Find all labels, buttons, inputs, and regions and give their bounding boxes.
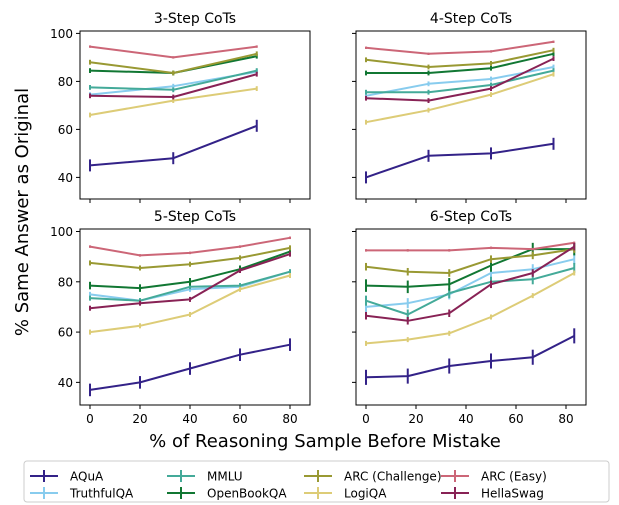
series-aqua — [365, 137, 555, 184]
x-tick-label: 40 — [458, 412, 473, 426]
panel-title: 4-Step CoTs — [430, 11, 512, 27]
series-line — [365, 73, 554, 124]
y-tick-label: 80 — [58, 75, 73, 89]
series-aqua — [89, 119, 258, 172]
legend-entry-mmlu: MMLU — [167, 470, 243, 484]
series-aqua — [365, 328, 576, 385]
panel-title: 6-Step CoTs — [430, 209, 512, 225]
series-arc-easy — [89, 45, 258, 59]
series-hellaswag — [89, 251, 291, 311]
legend-label: ARC (Challenge) — [344, 470, 442, 484]
y-tick-label: 60 — [58, 123, 73, 137]
series-line — [89, 45, 257, 59]
y-tick-label: 100 — [50, 27, 73, 41]
plot-frame — [79, 30, 311, 200]
legend-label: AQuA — [70, 470, 104, 484]
x-axis-label: % of Reasoning Sample Before Mistake — [149, 431, 501, 452]
series-logiqa — [365, 71, 555, 125]
series-line — [365, 272, 575, 345]
y-tick-label: 40 — [58, 171, 73, 185]
legend-label: HellaSwag — [481, 487, 544, 501]
panel-title: 3-Step CoTs — [154, 11, 236, 27]
series-line — [366, 69, 554, 94]
series-line — [365, 40, 554, 55]
series-hellaswag — [365, 56, 555, 103]
legend-entry-truthfulqa: TruthfulQA — [30, 487, 134, 501]
legend-label: LogiQA — [344, 487, 387, 501]
y-tick-label: 80 — [58, 275, 73, 289]
series-line — [365, 142, 554, 179]
panel-2: 4-Step CoTs — [352, 11, 587, 203]
x-tick-label: 0 — [86, 412, 94, 426]
series-hellaswag — [365, 242, 576, 325]
series-arc-easy — [365, 241, 576, 252]
legend: AQuA TruthfulQA MMLU OpenBookQA ARC (Challen… — [23, 460, 610, 503]
x-tick-label: 20 — [408, 412, 423, 426]
series-logiqa — [89, 86, 258, 118]
y-tick-label: 100 — [50, 225, 73, 239]
panel-title: 5-Step CoTs — [154, 209, 236, 225]
series-arc-easy — [89, 236, 291, 257]
legend-frame — [23, 460, 610, 503]
series-line — [365, 335, 575, 379]
series-line — [366, 52, 554, 74]
series-truthfulqa — [365, 254, 576, 312]
series-line — [365, 49, 554, 68]
plot-frame — [79, 228, 311, 406]
legend-label: OpenBookQA — [207, 487, 287, 501]
y-axis-label: % Same Answer as Original — [12, 88, 33, 336]
series-line — [366, 241, 575, 252]
legend-label: ARC (Easy) — [481, 470, 547, 484]
legend-entry-openbookqa: OpenBookQA — [167, 487, 287, 501]
y-tick-label: 40 — [58, 376, 73, 390]
series-line — [365, 248, 575, 288]
legend-entry-arc-challenge: ARC (Challenge) — [304, 470, 442, 484]
panel-4: 6-Step CoTs 0 20 40 60 80 — [352, 209, 587, 426]
series-line — [365, 57, 554, 102]
series-logiqa — [89, 273, 291, 335]
series-arc-easy — [365, 40, 555, 55]
x-tick-label: 60 — [508, 412, 523, 426]
x-tick-label: 60 — [232, 412, 247, 426]
series-arc-challenge — [89, 51, 258, 76]
x-tick-label: 20 — [132, 412, 147, 426]
panels: 3-Step CoTs 40 60 80 100 4-Step CoTs 5-Step Co… — [50, 11, 587, 426]
x-tick-label: 40 — [182, 412, 197, 426]
panel-1: 3-Step CoTs 40 60 80 100 — [50, 11, 311, 203]
panel-3: 5-Step CoTs 40 60 80 100 0 20 40 60 80 — [50, 209, 311, 426]
series-aqua — [89, 338, 291, 397]
plot-frame — [355, 30, 587, 200]
series-line — [365, 248, 575, 274]
legend-entry-arc-easy: ARC (Easy) — [441, 470, 547, 484]
legend-entry-aqua: AQuA — [30, 470, 104, 484]
y-tick-label: 60 — [58, 326, 73, 340]
x-tick-label: 80 — [282, 412, 297, 426]
series-logiqa — [365, 270, 576, 346]
series-openbookqa — [365, 51, 555, 76]
legend-label: TruthfulQA — [69, 487, 134, 501]
series-arc-challenge — [89, 245, 291, 271]
legend-entry-logiqa: LogiQA — [304, 487, 387, 501]
series-line — [365, 245, 575, 322]
plot-frame — [355, 228, 587, 406]
series-line — [365, 267, 575, 316]
x-tick-label: 0 — [362, 412, 370, 426]
legend-label: MMLU — [207, 470, 243, 484]
legend-entry-hellaswag: HellaSwag — [441, 487, 544, 501]
series-hellaswag — [89, 71, 258, 100]
x-tick-label: 80 — [558, 412, 573, 426]
series-arc-challenge — [365, 47, 555, 70]
